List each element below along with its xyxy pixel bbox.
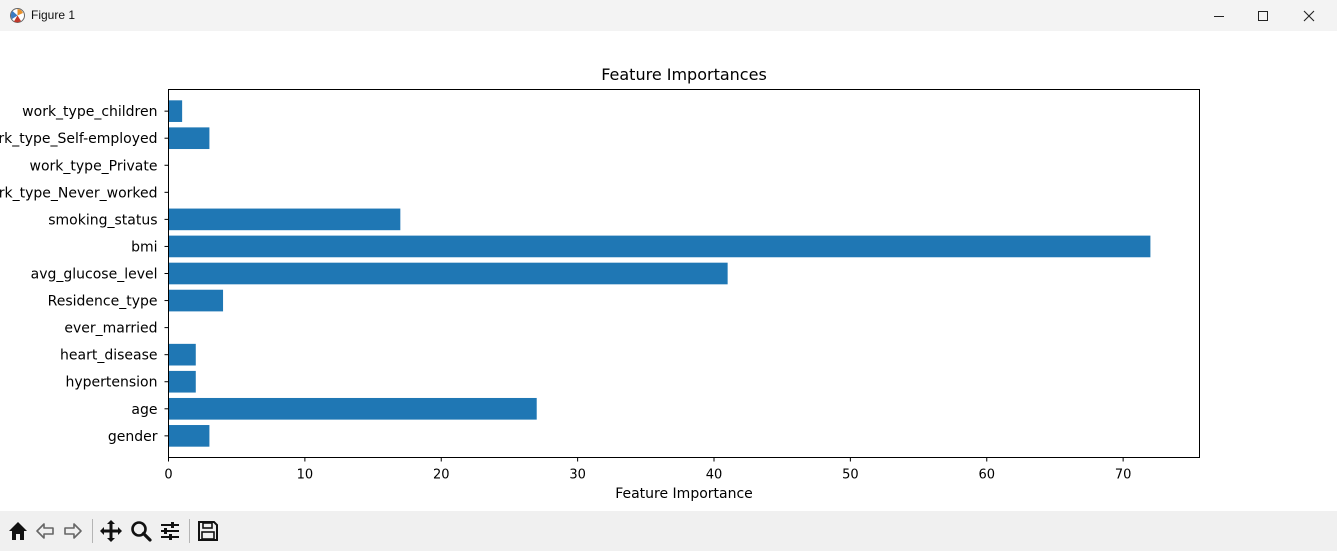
window-title: Figure 1 <box>31 8 76 22</box>
toolbar-separator <box>189 519 190 543</box>
home-icon <box>9 522 27 540</box>
pan-icon <box>100 520 122 542</box>
y-tick-label: hypertension <box>65 375 157 391</box>
bar-Residence_type <box>168 289 224 312</box>
y-tick-label: work_type_children <box>22 104 157 120</box>
forward-button[interactable] <box>60 518 86 544</box>
x-tick-label: 0 <box>164 468 172 483</box>
forward-icon <box>64 523 82 539</box>
axes-frame <box>168 89 1200 458</box>
bar-work_type_children <box>168 100 183 122</box>
y-tick-label: ever_married <box>64 321 157 337</box>
bar-gender <box>168 425 210 447</box>
y-tick-label: avg_glucose_level <box>31 267 158 283</box>
close-button[interactable] <box>1286 0 1332 31</box>
x-axis-label: Feature Importance <box>615 486 753 502</box>
y-tick-label: Residence_type <box>48 294 158 310</box>
window-titlebar: Figure 1 <box>0 0 1337 32</box>
navigation-toolbar <box>0 511 1337 551</box>
zoom-button[interactable] <box>128 518 154 544</box>
chart-title: Feature Importances <box>601 65 767 84</box>
x-tick-label: 40 <box>706 468 723 483</box>
back-button[interactable] <box>32 518 58 544</box>
minimize-button[interactable] <box>1196 0 1242 31</box>
save-button[interactable] <box>195 518 221 544</box>
home-button[interactable] <box>5 518 31 544</box>
x-tick-label: 60 <box>978 468 995 483</box>
bar-chart: Feature Importances gender age hypertensio… <box>0 65 1200 502</box>
y-tick-label: bmi <box>131 239 157 255</box>
bar-age <box>168 397 537 420</box>
x-tick-label: 10 <box>297 468 314 483</box>
y-tick-label: work_type_Self-employed <box>0 131 158 147</box>
y-tick-label: smoking_status <box>48 212 157 228</box>
y-tick-label: gender <box>108 429 158 445</box>
bar-smoking_status <box>168 208 401 231</box>
pan-button[interactable] <box>98 518 124 544</box>
bar-work_type_Self-employed <box>168 127 210 150</box>
matplotlib-icon <box>10 8 25 23</box>
y-tick-label: work_type_Private <box>30 158 158 174</box>
save-icon <box>198 521 218 541</box>
x-tick-label: 70 <box>1115 468 1132 483</box>
y-tick-label: work_type_Never_worked <box>0 185 158 201</box>
figure-canvas: Feature Importances gender age hypertensio… <box>0 31 1337 511</box>
bar-hypertension <box>168 370 196 393</box>
configure-subplots-button[interactable] <box>157 518 183 544</box>
x-tick-label: 20 <box>433 468 450 483</box>
close-icon <box>1303 10 1315 21</box>
bar-heart_disease <box>168 343 196 366</box>
back-icon <box>36 523 54 539</box>
x-tick-label: 30 <box>569 468 586 483</box>
y-tick-label: heart_disease <box>60 348 157 364</box>
y-tick-label: age <box>131 402 157 418</box>
minimize-icon <box>1214 15 1224 17</box>
configure-subplots-icon <box>161 522 179 540</box>
bar-bmi <box>168 235 1151 258</box>
x-tick-label: 50 <box>842 468 859 483</box>
zoom-icon <box>131 521 152 542</box>
maximize-icon <box>1258 10 1268 21</box>
toolbar-separator <box>92 519 93 543</box>
maximize-button[interactable] <box>1240 0 1286 31</box>
bar-avg_glucose_level <box>168 262 728 285</box>
